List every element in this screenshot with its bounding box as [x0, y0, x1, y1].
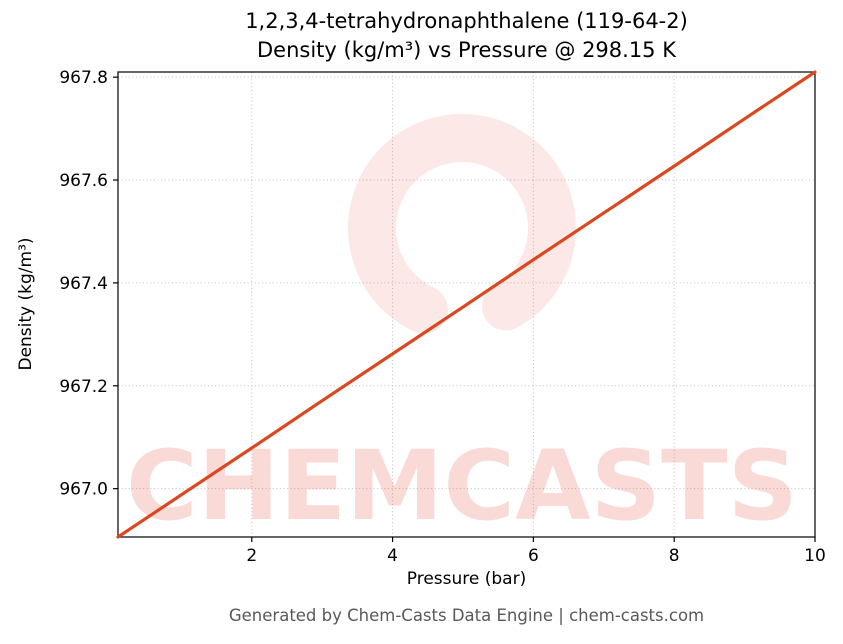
chart-title-line2: Density (kg/m³) vs Pressure @ 298.15 K	[256, 38, 676, 62]
x-axis-label: Pressure (bar)	[406, 569, 527, 589]
y-tick-label: 967.4	[59, 274, 108, 294]
x-tick-label: 8	[669, 546, 680, 566]
y-tick-label: 967.6	[59, 171, 108, 191]
watermark-text: CHEMCASTS	[126, 430, 798, 542]
series-line-density	[116, 70, 817, 539]
y-tick-label: 967.0	[59, 480, 108, 500]
x-tick-label: 2	[246, 546, 257, 566]
plot-border	[117, 71, 816, 538]
x-tick-label: 4	[387, 546, 398, 566]
y-tick-label: 967.8	[59, 68, 108, 88]
y-axis-label: Density (kg/m³)	[16, 237, 36, 371]
x-tick-label: 10	[804, 546, 826, 566]
x-tick-label: 6	[528, 546, 539, 566]
footer-credit: Generated by Chem-Casts Data Engine | ch…	[228, 606, 705, 625]
y-tick-label: 967.2	[59, 377, 108, 397]
watermark-swirl-icon	[348, 114, 576, 342]
chart-title: 1,2,3,4-tetrahydronaphthalene (119-64-2)…	[118, 7, 815, 65]
chart-title-line1: 1,2,3,4-tetrahydronaphthalene (119-64-2)	[245, 9, 688, 33]
